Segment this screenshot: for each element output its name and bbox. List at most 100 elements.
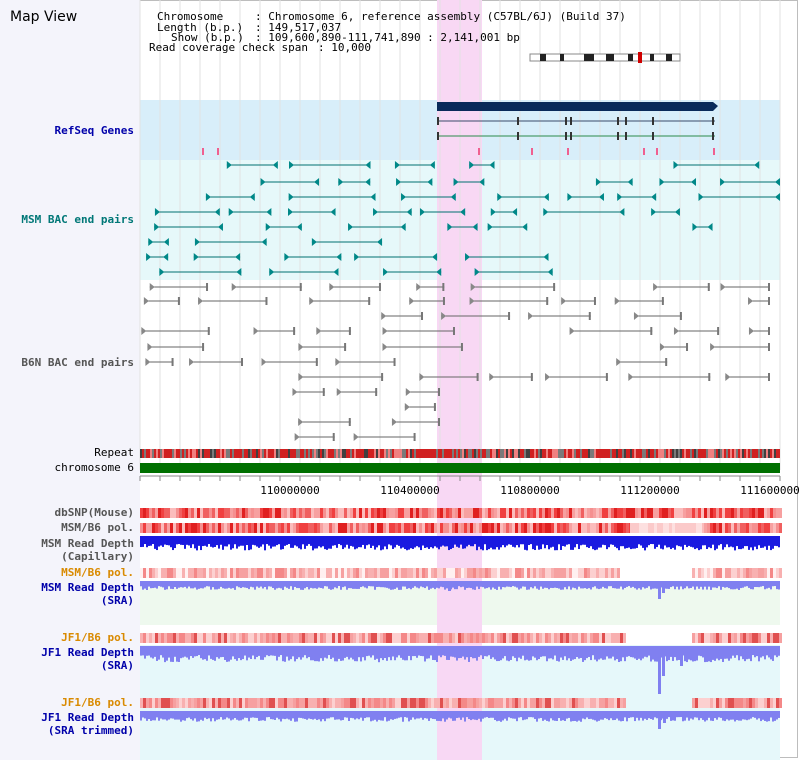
heat-cell	[572, 698, 575, 708]
read-depth-bar	[272, 581, 274, 588]
read-depth-bar	[766, 646, 768, 656]
read-depth-bar	[630, 581, 632, 588]
read-depth-bar	[346, 711, 348, 718]
read-depth-bar	[408, 646, 410, 656]
read-depth-bar	[204, 646, 206, 660]
track-label-msm-depth-sra[interactable]: MSM Read Depth	[41, 581, 134, 594]
heat-cell	[332, 508, 335, 518]
read-depth-bar	[386, 711, 388, 722]
heat-cell	[473, 523, 476, 533]
track-label-repeat[interactable]: Repeat	[94, 446, 134, 459]
heat-cell	[554, 568, 557, 578]
heat-cell	[410, 633, 413, 643]
track-label-chromosome[interactable]: chromosome 6	[54, 461, 134, 474]
track-label-msm-b6-pol-sra[interactable]: MSM/B6 pol.	[61, 566, 134, 579]
track-label-jf1-depth-sra[interactable]: JF1 Read Depth	[41, 646, 134, 659]
read-depth-bar	[570, 711, 572, 722]
repeat-segment	[468, 449, 470, 458]
heat-cell	[443, 568, 446, 578]
read-depth-bar	[652, 646, 654, 660]
heat-cell	[212, 698, 215, 708]
read-depth-bar	[430, 646, 432, 656]
heat-cell	[341, 568, 344, 578]
msm-bac-end	[205, 193, 211, 201]
track-label-dbsnp[interactable]: dbSNP(Mouse)	[54, 506, 134, 519]
heat-cell	[551, 508, 554, 518]
heat-cell	[710, 523, 713, 533]
heat-cell	[272, 633, 275, 643]
read-depth-bar	[724, 711, 726, 722]
repeat-segment	[402, 449, 404, 458]
read-depth-bar	[648, 536, 650, 546]
b6n-bac-end	[469, 297, 475, 305]
read-depth-bar	[238, 536, 240, 547]
heat-cell	[290, 508, 293, 518]
heat-cell	[698, 508, 701, 518]
read-depth-bar	[186, 711, 188, 719]
read-depth-bar	[174, 536, 176, 549]
heat-cell	[374, 568, 377, 578]
read-depth-bar	[518, 646, 520, 658]
track-label-b6n-bac[interactable]: B6N BAC end pairs	[21, 356, 134, 369]
heat-cell	[401, 633, 404, 643]
heat-cell	[737, 568, 740, 578]
heat-cell	[539, 508, 542, 518]
heat-cell	[746, 523, 749, 533]
read-depth-bar	[396, 711, 398, 719]
track-label-jf1-depth-trim[interactable]: JF1 Read Depth	[41, 711, 134, 724]
read-depth-bar	[416, 581, 418, 588]
heat-cell	[584, 508, 587, 518]
heat-cell	[572, 568, 575, 578]
read-depth-bar	[142, 581, 144, 590]
heat-cell	[338, 633, 341, 643]
b6n-bac-end	[207, 327, 210, 335]
heat-cell	[164, 523, 167, 533]
read-depth-bar	[752, 536, 754, 551]
read-depth-bar	[426, 646, 428, 659]
heat-cell	[176, 523, 179, 533]
heat-cell	[308, 698, 311, 708]
heat-cell	[299, 523, 302, 533]
read-depth-bar	[456, 711, 458, 718]
heat-cell	[254, 523, 257, 533]
read-depth-bar	[492, 581, 494, 588]
heat-cell	[326, 698, 329, 708]
track-label-refseq[interactable]: RefSeq Genes	[54, 124, 134, 137]
heat-cell	[596, 568, 599, 578]
heat-cell	[422, 633, 425, 643]
heat-cell	[260, 698, 263, 708]
track-label-msm-b6-pol[interactable]: MSM/B6 pol.	[61, 521, 134, 534]
chromosome-key: Chromosome	[157, 10, 224, 23]
read-depth-bar	[618, 711, 620, 721]
heat-cell	[767, 633, 770, 643]
heat-cell	[461, 568, 464, 578]
read-depth-bar	[324, 646, 326, 658]
b6n-bac-end	[661, 297, 664, 305]
read-depth-bar	[576, 536, 578, 545]
read-depth-bar	[444, 581, 446, 590]
read-depth-bar	[392, 581, 394, 590]
read-depth-bar	[142, 711, 144, 718]
read-depth-bar	[242, 581, 244, 588]
heat-cell	[509, 508, 512, 518]
heat-cell	[266, 633, 269, 643]
heat-cell	[233, 633, 236, 643]
heat-cell	[386, 523, 389, 533]
read-depth-bar	[528, 581, 530, 590]
read-depth-spike	[663, 711, 666, 723]
heat-cell	[644, 508, 647, 518]
track-label-jf1-b6-pol[interactable]: JF1/B6 pol.	[61, 631, 134, 644]
track-label-msm-bac[interactable]: MSM BAC end pairs	[21, 213, 134, 226]
read-depth-bar	[736, 536, 738, 547]
heat-cell	[155, 568, 158, 578]
read-depth-bar	[616, 646, 618, 660]
track-label-jf1-b6-pol-trim[interactable]: JF1/B6 pol.	[61, 696, 134, 709]
heat-cell	[185, 523, 188, 533]
heat-cell	[287, 698, 290, 708]
heat-cell	[743, 633, 746, 643]
read-depth-bar	[548, 581, 550, 590]
track-label-msm-depth-capillary[interactable]: MSM Read Depth	[41, 537, 134, 550]
read-depth-bar	[572, 581, 574, 588]
heat-cell	[458, 633, 461, 643]
